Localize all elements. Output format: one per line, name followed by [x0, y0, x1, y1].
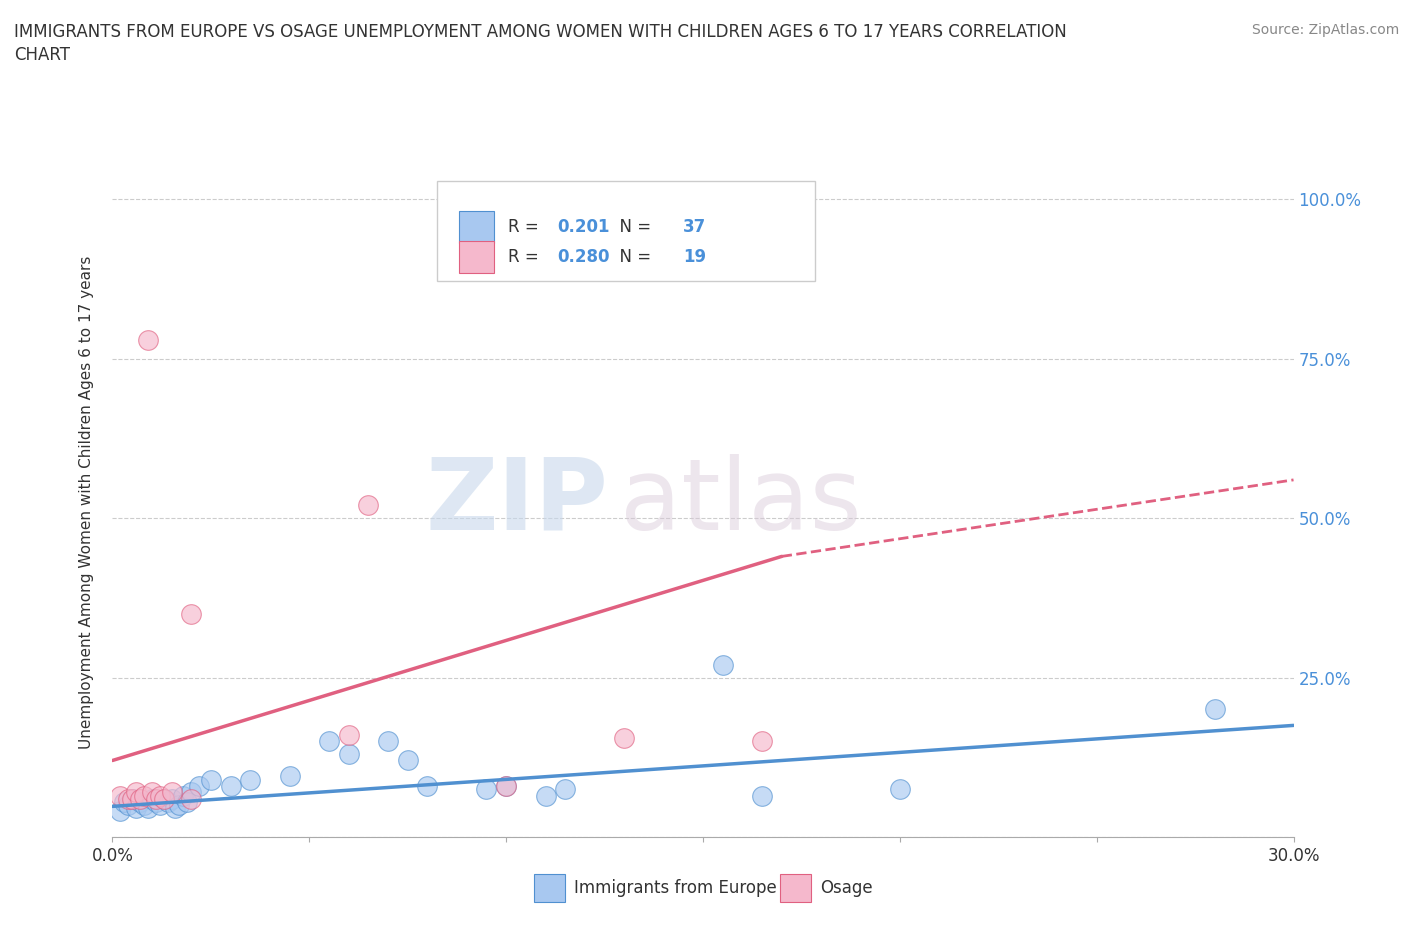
Point	[219, 778, 242, 793]
Point	[149, 798, 172, 813]
Point	[416, 778, 439, 793]
Point	[1204, 702, 1226, 717]
Point	[377, 734, 399, 749]
Point	[180, 791, 202, 806]
Point	[110, 788, 132, 803]
Text: CHART: CHART	[14, 46, 70, 64]
Point	[125, 801, 148, 816]
FancyBboxPatch shape	[534, 874, 565, 902]
Point	[475, 782, 498, 797]
Text: 0.280: 0.280	[558, 248, 610, 266]
Point	[132, 788, 155, 803]
FancyBboxPatch shape	[458, 241, 494, 273]
Point	[613, 731, 636, 746]
Point	[149, 788, 172, 803]
Text: Source: ZipAtlas.com: Source: ZipAtlas.com	[1251, 23, 1399, 37]
Point	[129, 791, 152, 806]
Point	[156, 794, 179, 809]
Point	[160, 791, 183, 806]
Point	[337, 747, 360, 762]
Point	[165, 801, 187, 816]
Point	[180, 606, 202, 621]
Text: R =: R =	[508, 248, 544, 266]
Point	[145, 791, 167, 806]
Point	[337, 727, 360, 742]
FancyBboxPatch shape	[458, 210, 494, 243]
Point	[554, 782, 576, 797]
Y-axis label: Unemployment Among Women with Children Ages 6 to 17 years: Unemployment Among Women with Children A…	[79, 256, 94, 749]
Point	[112, 794, 135, 809]
Point	[141, 791, 163, 806]
Point	[132, 798, 155, 813]
Point	[534, 788, 557, 803]
Point	[357, 498, 380, 512]
FancyBboxPatch shape	[780, 874, 811, 902]
Point	[136, 332, 159, 347]
Point	[110, 804, 132, 819]
Point	[136, 801, 159, 816]
Text: Osage: Osage	[820, 879, 872, 897]
Point	[121, 791, 143, 806]
Point	[152, 791, 174, 806]
Text: N =: N =	[609, 248, 655, 266]
Point	[396, 753, 419, 768]
Point	[145, 794, 167, 809]
Point	[318, 734, 340, 749]
Point	[117, 798, 139, 813]
Text: ZIP: ZIP	[426, 454, 609, 551]
Point	[169, 798, 191, 813]
Point	[180, 785, 202, 800]
Point	[495, 778, 517, 793]
Text: 0.201: 0.201	[558, 218, 610, 235]
FancyBboxPatch shape	[437, 180, 815, 281]
Point	[176, 794, 198, 809]
Text: 19: 19	[683, 248, 706, 266]
Point	[751, 788, 773, 803]
Point	[160, 785, 183, 800]
Point	[188, 778, 211, 793]
Point	[711, 658, 734, 672]
Text: atlas: atlas	[620, 454, 862, 551]
Point	[172, 788, 194, 803]
Point	[152, 791, 174, 806]
Point	[141, 785, 163, 800]
Point	[129, 794, 152, 809]
Point	[117, 791, 139, 806]
Point	[200, 772, 222, 787]
Text: R =: R =	[508, 218, 544, 235]
Point	[125, 785, 148, 800]
Point	[121, 791, 143, 806]
Point	[278, 769, 301, 784]
Text: Immigrants from Europe: Immigrants from Europe	[574, 879, 776, 897]
Text: 37: 37	[683, 218, 706, 235]
Text: N =: N =	[609, 218, 655, 235]
Point	[751, 734, 773, 749]
Point	[889, 782, 911, 797]
Text: IMMIGRANTS FROM EUROPE VS OSAGE UNEMPLOYMENT AMONG WOMEN WITH CHILDREN AGES 6 TO: IMMIGRANTS FROM EUROPE VS OSAGE UNEMPLOY…	[14, 23, 1067, 41]
Point	[495, 778, 517, 793]
Point	[239, 772, 262, 787]
